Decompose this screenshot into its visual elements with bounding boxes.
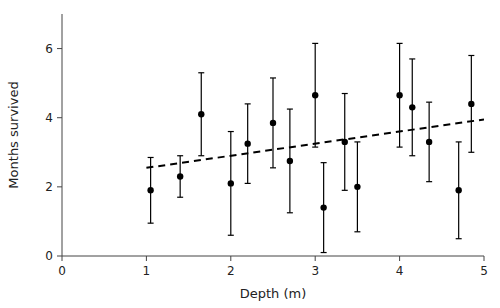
- x-tick: [315, 256, 316, 261]
- axes: 0 1 2 3 4 5 0 2 4 6: [45, 14, 487, 278]
- point: [177, 173, 183, 179]
- x-tick: [62, 256, 63, 261]
- point: [409, 104, 415, 110]
- error-bar-cap: [312, 147, 318, 148]
- point: [342, 139, 348, 145]
- point: [354, 184, 360, 190]
- point: [320, 204, 326, 210]
- point: [426, 139, 432, 145]
- error-bar-cap: [354, 141, 360, 142]
- error-bar-cap: [270, 167, 276, 168]
- error-bar: [287, 109, 293, 213]
- error-bar-cap: [198, 72, 204, 73]
- error-bar-cap: [270, 77, 276, 78]
- x-axis-line: [62, 256, 484, 257]
- point: [287, 158, 293, 164]
- error-bar: [426, 102, 432, 182]
- x-tick-label: 5: [480, 264, 488, 278]
- error-bar-cap: [148, 157, 154, 158]
- error-bar-cap: [342, 190, 348, 191]
- error-bar-cap: [287, 108, 293, 109]
- error-bar-cap: [456, 141, 462, 142]
- error-bar-cap: [468, 152, 474, 153]
- x-axis-label: Depth (m): [240, 286, 307, 301]
- plot-area: [146, 43, 484, 252]
- error-bar: [354, 142, 360, 232]
- error-bar-cap: [198, 155, 204, 156]
- error-bar-cap: [397, 43, 403, 44]
- point: [198, 111, 204, 117]
- y-axis-label: Months survived: [6, 81, 21, 188]
- error-bar-cap: [177, 197, 183, 198]
- point: [468, 101, 474, 107]
- error-bar-cap: [245, 183, 251, 184]
- x-tick-label: 0: [58, 264, 66, 278]
- error-bar-cap: [321, 162, 327, 163]
- error-bar-cap: [342, 93, 348, 94]
- point: [147, 187, 153, 193]
- y-tick-label: 2: [45, 180, 53, 194]
- error-bar: [198, 73, 204, 156]
- y-tick: [57, 117, 62, 118]
- y-tick-label: 0: [45, 249, 53, 263]
- x-tick-label: 2: [227, 264, 235, 278]
- series-scatter: [147, 43, 474, 252]
- point: [228, 180, 234, 186]
- y-tick-label: 4: [45, 111, 53, 125]
- error-bar: [342, 94, 348, 191]
- error-bar-cap: [312, 43, 318, 44]
- y-tick: [57, 256, 62, 257]
- chart-container: 0 1 2 3 4 5 0 2 4 6 Depth (m) Months survived: [0, 0, 500, 308]
- x-tick-label: 3: [311, 264, 319, 278]
- error-bar-cap: [426, 181, 432, 182]
- error-bar: [468, 55, 474, 152]
- error-bar-cap: [426, 102, 432, 103]
- x-tick: [399, 256, 400, 261]
- x-tick: [146, 256, 147, 261]
- error-bar-cap: [321, 252, 327, 253]
- point: [312, 92, 318, 98]
- error-bar: [270, 78, 276, 168]
- error-bar-cap: [148, 223, 154, 224]
- error-bar: [321, 163, 327, 253]
- error-bar: [148, 157, 154, 223]
- point: [244, 140, 250, 146]
- y-tick-label: 6: [45, 42, 53, 56]
- point: [396, 92, 402, 98]
- error-bar: [177, 156, 183, 197]
- x-tick-label: 1: [143, 264, 151, 278]
- error-bar: [245, 104, 251, 184]
- x-tick-label: 4: [396, 264, 404, 278]
- chart: 0 1 2 3 4 5 0 2 4 6 Depth (m) Months survived: [0, 0, 500, 308]
- point: [455, 187, 461, 193]
- y-tick: [57, 48, 62, 49]
- error-bar-cap: [397, 147, 403, 148]
- error-bar-cap: [287, 212, 293, 213]
- error-bar-cap: [468, 55, 474, 56]
- error-bar-cap: [409, 58, 415, 59]
- error-bar: [397, 43, 403, 147]
- point: [270, 120, 276, 126]
- y-axis-line: [62, 14, 63, 256]
- y-tick: [57, 186, 62, 187]
- error-bar-cap: [245, 103, 251, 104]
- x-tick: [484, 256, 485, 261]
- error-bar-cap: [177, 155, 183, 156]
- error-bar: [312, 43, 318, 147]
- error-bar-cap: [228, 131, 234, 132]
- error-bar: [456, 142, 462, 239]
- error-bar: [409, 59, 415, 156]
- error-bar-cap: [409, 155, 415, 156]
- error-bar-cap: [354, 231, 360, 232]
- error-bar-cap: [456, 238, 462, 239]
- error-bar: [228, 132, 234, 236]
- error-bar-cap: [228, 235, 234, 236]
- x-tick: [230, 256, 231, 261]
